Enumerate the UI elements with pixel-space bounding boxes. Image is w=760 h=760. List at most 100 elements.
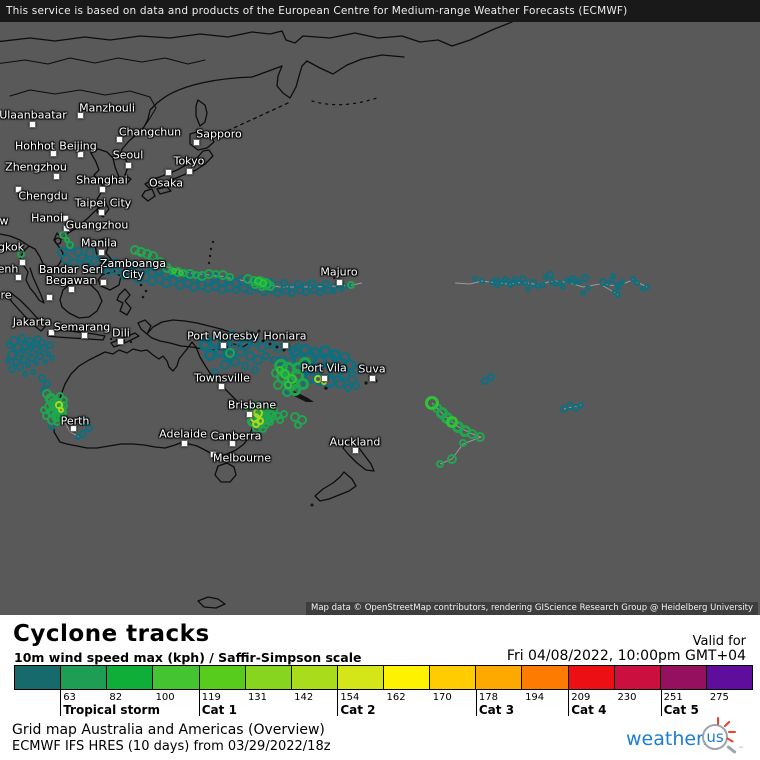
track-ring [276, 366, 284, 374]
scale-cell [521, 666, 568, 689]
scale-tick-value: 170 [432, 692, 452, 703]
track-ring [85, 248, 95, 258]
valid-for-label: Valid for [692, 634, 746, 649]
city-marker-re [46, 294, 53, 301]
track-ring [287, 374, 297, 384]
track-ring [148, 251, 158, 261]
track-ring [64, 237, 70, 243]
track-ring [259, 279, 267, 287]
city-label-changchun: Changchun [118, 125, 182, 139]
track-ring [276, 416, 284, 424]
track-ring [246, 287, 254, 295]
city-marker-bandar-seri-begawan [68, 286, 75, 293]
track-ring [38, 374, 46, 382]
sun-ray-icon [723, 720, 731, 728]
scale-tick-value: 162 [386, 692, 406, 703]
track-ring [200, 333, 210, 343]
track-ring [66, 241, 74, 249]
city-marker-adelaide [181, 440, 188, 447]
city-marker-melbourne [210, 451, 217, 458]
kyushu [141, 188, 156, 202]
track-ring [615, 292, 621, 298]
sun-ray-icon [728, 731, 736, 733]
city-label-port-vila: Port Vila [301, 361, 347, 375]
city-label-hohhot: Hohhot [15, 139, 55, 153]
city-label-dili: Dili [112, 326, 130, 340]
track-ring [16, 349, 24, 357]
track-ring [297, 378, 309, 390]
track-ring [580, 290, 586, 296]
track-ring [60, 396, 68, 404]
city-marker-guangzhou [63, 225, 70, 232]
track-ring [22, 371, 28, 377]
city-marker-port-vila [321, 375, 328, 382]
track-ring [62, 416, 68, 422]
city-marker-enh [15, 274, 22, 281]
track-ring [479, 278, 485, 284]
scale-tick-value: 194 [525, 692, 545, 703]
track-ring [262, 352, 270, 360]
city-marker-manzhouli [77, 112, 84, 119]
logo-tm-mark: ™ [738, 746, 744, 753]
city-label-zhengzhou: Zhengzhou [5, 160, 67, 174]
track-ring [487, 373, 495, 381]
track-ring [36, 352, 44, 360]
sakhalin [195, 99, 208, 127]
track-ring [339, 286, 345, 292]
weather-us-logo[interactable]: weather. us ™ [626, 717, 746, 760]
city-marker-auckland [352, 447, 359, 454]
track-ring [273, 380, 283, 390]
scale-category-label: Tropical storm [63, 703, 160, 717]
nz-north-island [342, 440, 375, 472]
track-ring [560, 284, 566, 290]
city-label-osaka: Osaka [148, 176, 184, 190]
map-canvas[interactable]: Ulaanbaatar Manzhouli Changchun Sapporo Hohh… [0, 22, 760, 615]
track-ring [24, 347, 32, 355]
scale-category-label: Cat 3 [478, 703, 515, 717]
city-marker-jakarta [48, 329, 55, 336]
track-ring [610, 273, 616, 279]
city-marker-gkok [19, 259, 26, 266]
track-ring [32, 345, 40, 353]
city-label-enh: enh [0, 262, 19, 276]
track-ring [259, 425, 267, 433]
track-ring [251, 366, 259, 374]
scale-tick-value: 82 [109, 692, 123, 703]
scale-cell [244, 666, 291, 689]
legend-panel: Cyclone tracks 10m wind speed max (kph) … [0, 615, 760, 760]
track-ring [25, 362, 31, 368]
scale-tick-value: 209 [571, 692, 591, 703]
track-ring [546, 271, 554, 279]
track-ring [178, 270, 184, 276]
track-ring [40, 406, 48, 414]
magnifier-icon: us [702, 724, 728, 750]
track-ring [171, 268, 177, 274]
city-label-re: re [0, 288, 12, 302]
track-ring [294, 343, 302, 351]
track-ring [239, 339, 251, 351]
track-ring [242, 332, 250, 340]
track-ring [459, 439, 467, 447]
city-marker-dili [117, 338, 124, 345]
scale-cell [567, 666, 614, 689]
scale-category-tick [568, 689, 570, 716]
track-ring [155, 257, 165, 267]
city-marker-honiara [282, 342, 289, 349]
city-marker-shanghai [99, 186, 106, 193]
track-ring [481, 377, 489, 385]
map-region-label: Grid map Australia and Americas (Overvie… [12, 722, 325, 738]
track-ring [20, 356, 28, 364]
track-ring [253, 355, 263, 365]
scale-cell [613, 666, 660, 689]
track-ring [280, 279, 288, 287]
track-ring [17, 250, 25, 258]
track-ring [49, 355, 55, 361]
australia [53, 341, 254, 457]
city-label-majuro: Majuro [320, 265, 358, 279]
track-ring [576, 279, 582, 285]
city-label-townsville: Townsville [194, 371, 250, 385]
scale-category-label: Cat 1 [201, 703, 237, 717]
track-ring [45, 351, 51, 357]
scale-category-tick [198, 689, 200, 716]
city-label-hanoi: Hanoi [31, 211, 63, 225]
